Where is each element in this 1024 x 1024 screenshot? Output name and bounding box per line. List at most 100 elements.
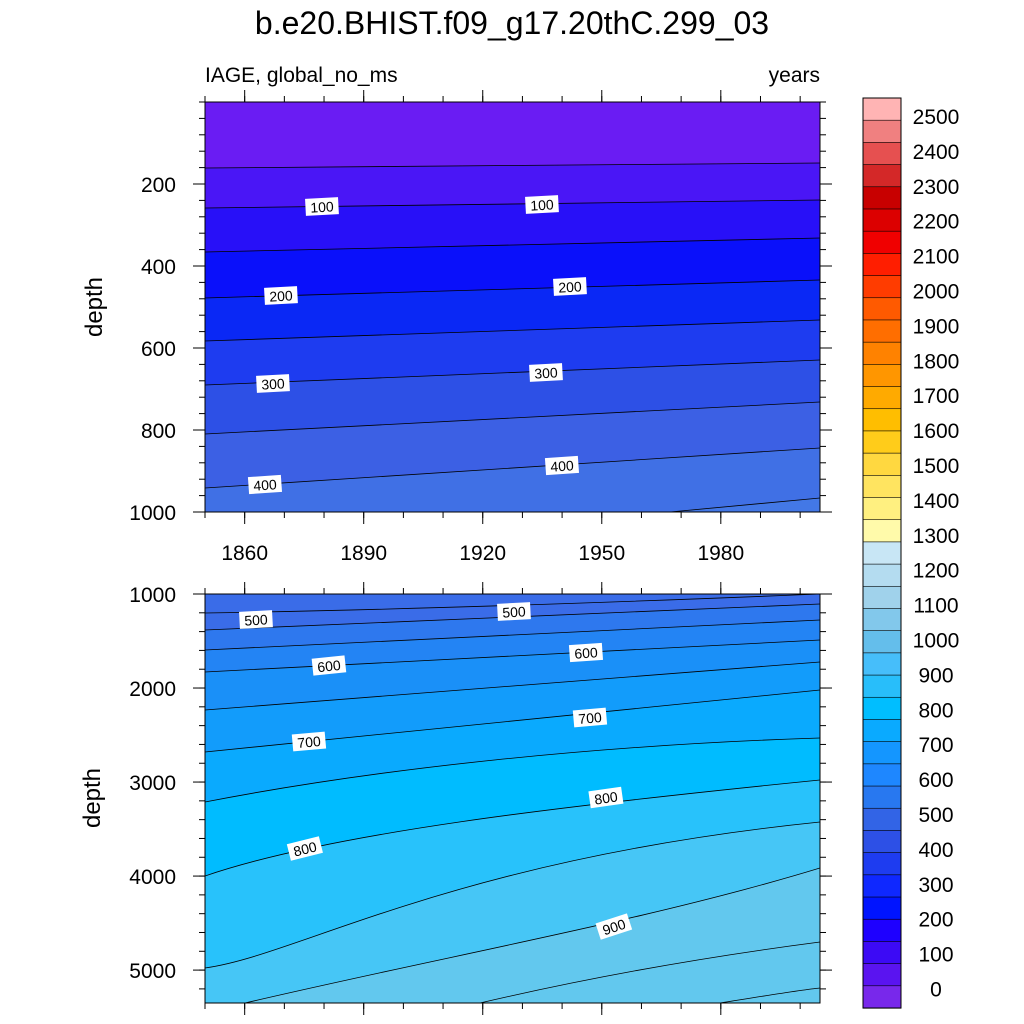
colorbar-label: 2200 <box>913 211 960 234</box>
contour-label: 200 <box>269 287 293 304</box>
colorbar-label: 1300 <box>913 525 960 548</box>
colorbar: 2500240023002200210020001900180017001600… <box>862 97 960 1009</box>
plot-frame <box>204 593 821 1004</box>
colorbar-swatch <box>862 741 902 765</box>
y-tick-label: 2000 <box>129 678 176 701</box>
colorbar-swatch <box>862 497 902 521</box>
contour-label: 600 <box>317 657 342 675</box>
contour-label-box <box>568 642 604 663</box>
colorbar-swatch <box>862 941 902 965</box>
contour-line <box>205 737 820 803</box>
contour-line <box>205 279 820 299</box>
y-tick-label: 600 <box>141 338 176 361</box>
contour-label-box <box>247 474 283 495</box>
contour-label: 700 <box>297 733 322 751</box>
contour-line <box>479 941 820 1003</box>
contour-label-box <box>264 286 298 305</box>
y-tick-label: 800 <box>141 420 176 443</box>
contour-label: 400 <box>550 457 575 475</box>
colorbar-label: 2500 <box>913 106 960 129</box>
colorbar-swatch <box>862 253 902 277</box>
contour-label: 800 <box>292 838 319 859</box>
colorbar-swatch <box>862 963 902 987</box>
x-tick-label: 1890 <box>340 542 387 565</box>
colorbar-swatch <box>862 186 902 210</box>
contour-line <box>205 401 820 435</box>
lower-panel: 500 500 600 600 700 700 800 800 900 1000 2000 3000 4… <box>129 582 832 1015</box>
colorbar-label: 100 <box>918 944 953 967</box>
contour-label-box <box>553 277 587 296</box>
contour-line <box>205 821 820 969</box>
colorbar-label: 2000 <box>913 281 960 304</box>
contour-label-box <box>256 374 290 393</box>
colorbar-swatch <box>862 719 902 743</box>
contour-label-box <box>286 836 323 861</box>
colorbar-label: 300 <box>918 874 953 897</box>
colorbar-swatch <box>862 119 902 143</box>
colorbar-swatch <box>862 785 902 809</box>
colorbar-swatch <box>862 519 902 543</box>
colorbar-swatch <box>862 275 902 299</box>
contour-label-box <box>588 786 624 809</box>
colorbar-label: 2300 <box>913 176 960 199</box>
y-tick-label: 400 <box>141 256 176 279</box>
contour-label-box <box>572 707 608 728</box>
contour-label-box <box>544 455 580 476</box>
colorbar-swatch <box>862 341 902 365</box>
y-tick-label: 4000 <box>129 866 176 889</box>
chart-title: b.e20.BHIST.f09_g17.20thC.299_03 <box>255 5 769 41</box>
contour-label: 100 <box>530 196 554 213</box>
contour-label: 300 <box>261 375 285 392</box>
contour-line <box>205 359 820 386</box>
contour-line <box>205 447 820 489</box>
colorbar-swatch <box>862 430 902 454</box>
colorbar-swatch <box>862 830 902 854</box>
colorbar-swatch <box>862 319 902 343</box>
contour-label: 500 <box>502 603 526 620</box>
colorbar-swatch <box>862 852 902 876</box>
colorbar-swatch <box>862 408 902 432</box>
colorbar-swatch <box>862 452 902 476</box>
colorbar-swatch <box>862 985 902 1009</box>
colorbar-label: 700 <box>918 734 953 757</box>
contour-label: 600 <box>574 644 599 662</box>
colorbar-swatch <box>862 364 902 388</box>
colorbar-swatch <box>862 230 902 254</box>
colorbar-label: 2100 <box>913 246 960 269</box>
colorbar-swatch <box>862 563 902 587</box>
colorbar-label: 2400 <box>913 141 960 164</box>
colorbar-swatch <box>862 585 902 610</box>
contour-label: 200 <box>558 278 582 295</box>
contour-label-box <box>239 610 273 629</box>
colorbar-swatch <box>862 386 902 410</box>
colorbar-swatch <box>862 297 902 321</box>
colorbar-swatch <box>862 763 902 787</box>
contour-label: 900 <box>600 916 627 939</box>
contour-label: 300 <box>534 364 558 381</box>
contour-line <box>205 162 820 169</box>
colorbar-label: 1000 <box>913 630 960 653</box>
contour-label-box <box>497 602 531 621</box>
units-label: years <box>769 64 820 87</box>
colorbar-label: 900 <box>918 664 953 687</box>
colorbar-swatch <box>862 164 902 188</box>
colorbar-label: 1100 <box>913 595 958 618</box>
colorbar-swatch <box>862 541 902 565</box>
colorbar-label: 200 <box>918 909 953 932</box>
contour-label: 800 <box>593 788 619 807</box>
colorbar-swatch <box>862 208 902 232</box>
contour-line <box>205 661 820 711</box>
colorbar-label: 1200 <box>913 560 960 583</box>
colorbar-swatch <box>862 674 902 698</box>
colorbar-swatch <box>862 696 902 721</box>
contour-label: 400 <box>253 476 278 494</box>
colorbar-label: 800 <box>918 699 953 722</box>
colorbar-swatch <box>862 896 902 920</box>
colorbar-label: 1600 <box>913 420 960 443</box>
contour-band <box>205 448 820 512</box>
colorbar-swatch <box>862 652 902 676</box>
contour-line <box>205 319 820 342</box>
colorbar-swatch <box>862 608 902 632</box>
contour-line <box>244 867 820 1003</box>
